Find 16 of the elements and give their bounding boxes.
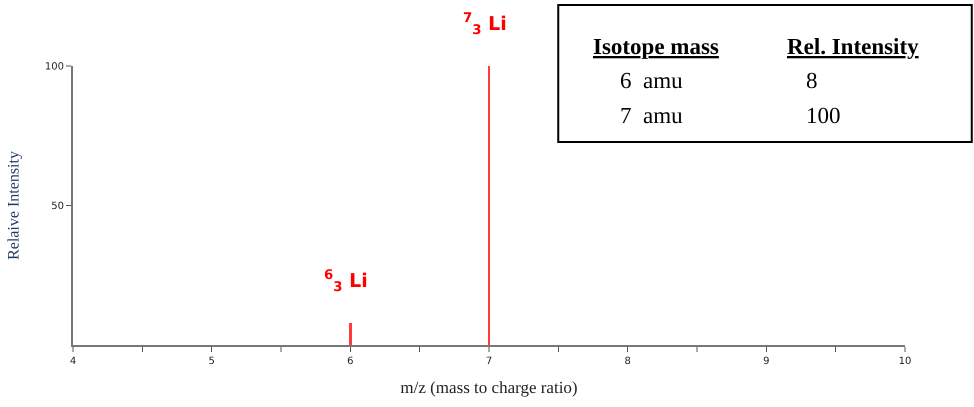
x-tick-label: 4 xyxy=(70,356,76,367)
annotation: 100 xyxy=(806,103,840,128)
y-tick-label: 50 xyxy=(51,201,64,212)
annotation: 7 amu xyxy=(620,103,684,128)
text: Isotope mass xyxy=(593,34,719,59)
annotation: 6 amu xyxy=(620,68,684,93)
x-tick-label: 10 xyxy=(898,356,912,367)
text: Rel. Intensity xyxy=(787,34,920,59)
y-axis-title: Relaive Intensity xyxy=(5,151,22,260)
x-axis-title: m/z (mass to charge ratio) xyxy=(400,378,578,397)
x-tick-label: 8 xyxy=(624,356,631,367)
x-tick-label: 7 xyxy=(486,356,492,367)
x-tick-label: 6 xyxy=(347,356,354,367)
annotation: 8 xyxy=(806,68,818,93)
x-tick-label: 9 xyxy=(763,356,770,367)
x-tick-label: 5 xyxy=(208,356,215,367)
